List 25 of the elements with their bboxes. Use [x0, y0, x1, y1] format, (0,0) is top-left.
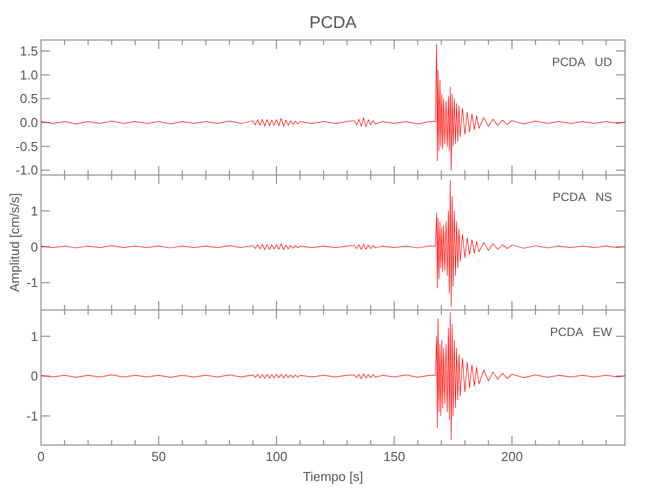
chart-title: PCDA [309, 13, 358, 32]
x-tick-label: 50 [152, 449, 166, 464]
y-tick-label: -1.0 [16, 162, 38, 178]
line-series [40, 180, 626, 306]
y-tick-label: 0 [30, 239, 38, 254]
line-series [40, 44, 626, 171]
y-tick-label: -0.5 [16, 138, 38, 154]
y-tick-label: -1 [26, 408, 38, 424]
y-tick-label: 1.5 [20, 43, 38, 58]
x-tick-label: 150 [383, 449, 406, 464]
y-tick-label: -1 [26, 275, 38, 290]
annotation: PCDA NS [552, 190, 612, 204]
y-tick-label: 1.0 [20, 67, 38, 82]
x-axis-title: Tiempo [s] [302, 469, 364, 484]
x-tick-label: 100 [266, 449, 288, 464]
y-tick-label: 1 [30, 203, 38, 218]
y-tick-label: 0.5 [20, 91, 38, 106]
line-series [40, 312, 626, 440]
y-tick-label: 0.0 [20, 115, 38, 130]
y-tick-label: 1 [30, 328, 38, 344]
y-axis-title: Amplitud [cm/s/s] [7, 193, 22, 292]
x-tick-label: 200 [501, 449, 523, 464]
annotation: PCDA EW [550, 325, 613, 339]
annotation: PCDA UD [552, 55, 612, 69]
y-tick-label: 0 [30, 368, 38, 384]
